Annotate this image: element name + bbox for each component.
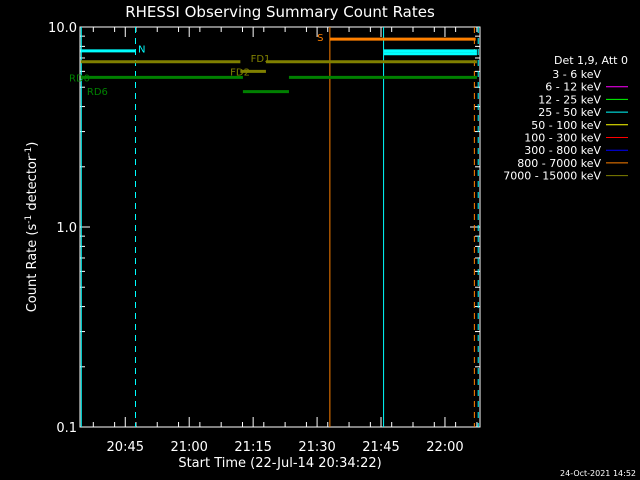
y-tick-label: 10.0	[48, 21, 77, 36]
event-lines	[80, 27, 479, 427]
legend-entry-label: 300 - 800 keV	[524, 144, 601, 157]
flag-bars	[80, 37, 477, 94]
x-tick-label: 21:15	[234, 440, 271, 455]
legend-title: Det 1,9, Att 0	[554, 54, 628, 67]
legend-entry-label: 25 - 50 keV	[538, 106, 601, 119]
legend-entry-label: 800 - 7000 keV	[517, 157, 601, 170]
y-axis-label-sup1: -1	[24, 215, 34, 224]
x-tick-label: 21:45	[362, 440, 399, 455]
legend-entry-label: 50 - 100 keV	[531, 119, 601, 132]
y-axis-label-part1: Count Rate (s	[25, 224, 40, 313]
y-axis-label-sup2: -1	[24, 147, 34, 156]
legend-entry-label: 100 - 300 keV	[524, 132, 601, 145]
y-tick-label: 1.0	[56, 221, 77, 236]
timestamp: 24-Oct-2021 14:52	[560, 469, 636, 478]
legend-entry-label: 7000 - 15000 keV	[503, 170, 601, 183]
flag-label: S	[317, 33, 323, 44]
y-axis-label-part3: )	[25, 142, 40, 147]
flag-label: FD1	[251, 54, 271, 65]
flag-label: FD2	[230, 67, 250, 78]
axis-ticks	[80, 26, 480, 428]
x-axis-label: Start Time (22-Jul-14 20:34:22)	[178, 456, 381, 471]
flag-label: N	[138, 45, 145, 56]
legend-entry-label: 3 - 6 keV	[552, 68, 601, 81]
flag-label: RD6	[87, 87, 108, 98]
x-tick-labels: 20:45 21:00 21:15 21:30 21:45 22:00	[107, 440, 464, 455]
x-tick-label: 20:45	[107, 440, 144, 455]
x-tick-label: 21:00	[170, 440, 207, 455]
y-axis-label-part2: detector	[25, 155, 40, 215]
x-tick-label: 21:30	[298, 440, 335, 455]
flag-label: RD0	[69, 73, 90, 84]
x-tick-label: 22:00	[426, 440, 463, 455]
y-tick-label: 0.1	[56, 421, 77, 436]
y-tick-labels: 10.0 1.0 0.1	[48, 21, 77, 436]
legend-entry-label: 12 - 25 keV	[538, 93, 601, 106]
legend-entry-label: 6 - 12 keV	[545, 81, 601, 94]
y-axis-label: Count Rate (s-1 detector-1)	[24, 142, 40, 313]
chart-title: RHESSI Observing Summary Count Rates	[125, 3, 435, 21]
